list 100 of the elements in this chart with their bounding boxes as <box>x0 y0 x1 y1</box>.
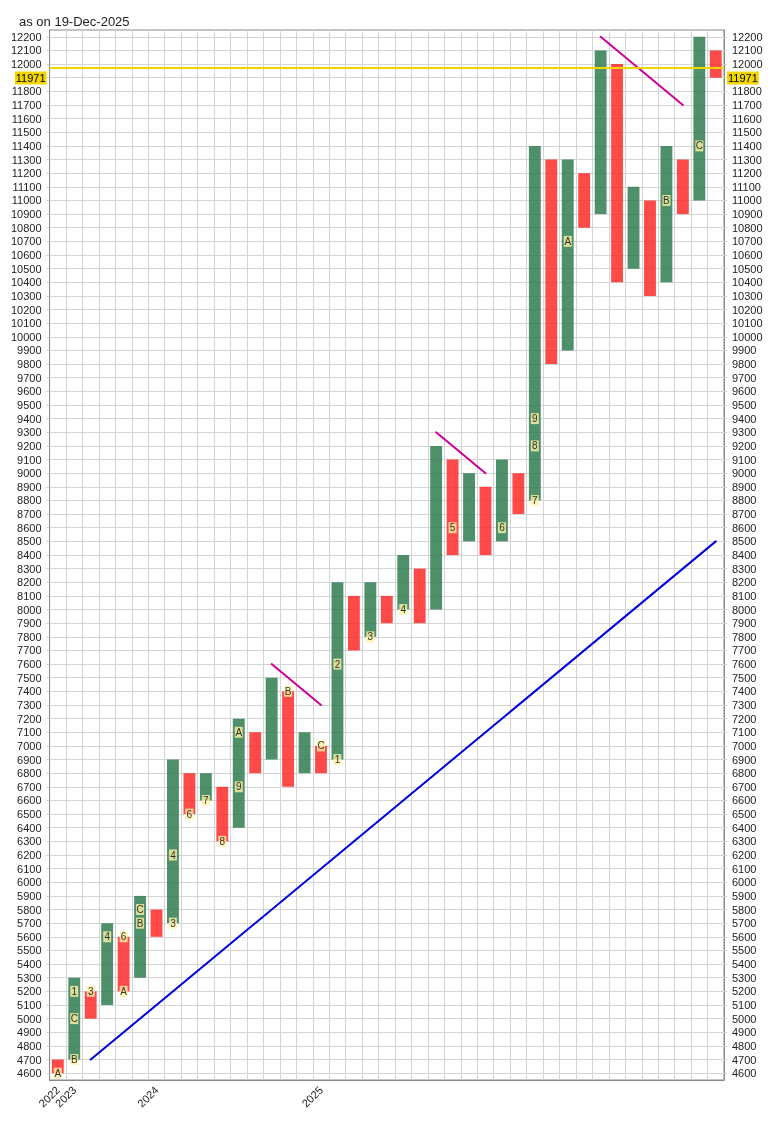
y-tick-label: 10500 <box>10 262 42 275</box>
bar <box>545 159 558 365</box>
y2-tick-label: 5500 <box>732 944 757 957</box>
y2-tick-label: 12000 <box>732 58 763 71</box>
y2-tick-label: 8000 <box>732 603 757 616</box>
y2-tick-label: 8600 <box>732 521 757 534</box>
y-tick-label: 4800 <box>17 1039 42 1052</box>
y2-tick-label: 11200 <box>732 167 762 180</box>
y2-tick-label: 9900 <box>732 344 757 357</box>
series-label: 6 <box>120 931 127 943</box>
text: B <box>284 685 292 697</box>
chart-title: as on 19-Dec-2025 <box>19 14 130 29</box>
y2-tick-label: 7900 <box>732 617 757 630</box>
y2-tick-label: 8800 <box>732 494 757 507</box>
y2-tick-label: 4600 <box>732 1067 757 1080</box>
y2-tick-label: 6600 <box>732 794 757 807</box>
y-tick-label: 7200 <box>17 712 42 725</box>
bar <box>479 486 492 555</box>
y-tick-label: 9600 <box>17 385 42 398</box>
y2-tick-label: 8700 <box>732 508 757 521</box>
ref-line-label: 11971 <box>15 72 46 85</box>
series-label: B <box>70 1054 78 1066</box>
y-tick-label: 6500 <box>17 808 42 821</box>
y-tick-label: 10800 <box>10 221 42 234</box>
y-tick-label: 9900 <box>17 344 42 357</box>
y-tick-label: 11500 <box>11 126 42 139</box>
y2-tick-label: 7800 <box>732 630 757 643</box>
text: 11971 <box>728 72 758 85</box>
text: 6 <box>186 808 193 820</box>
y-tick-label: 8900 <box>17 480 42 493</box>
y2-tick-label: 11700 <box>732 99 762 111</box>
series-label: 7 <box>203 794 210 806</box>
y-tick-label: 7800 <box>17 630 42 643</box>
y2-tick-label: 6500 <box>732 808 757 821</box>
y-tick-label: 12200 <box>10 30 42 43</box>
bar <box>430 445 443 610</box>
y2-tick-label: 9600 <box>732 385 757 398</box>
y-tick-label: 10100 <box>10 317 42 330</box>
y-tick-label: 11700 <box>11 99 42 111</box>
bar <box>101 923 114 1005</box>
text: 4 <box>400 604 407 616</box>
y-tick-label: 10000 <box>10 330 42 343</box>
series-label: 9 <box>235 781 242 793</box>
y-tick-label: 9700 <box>17 371 42 384</box>
text: C <box>695 140 703 152</box>
y-tick-label: 5600 <box>17 930 42 943</box>
y2-tick-label: 10400 <box>732 276 763 289</box>
y-tick-label: 8300 <box>17 562 42 575</box>
y2-tick-label: 11100 <box>732 180 761 193</box>
y-tick-label: 7000 <box>17 739 42 752</box>
y2-tick-label: 11600 <box>732 112 762 125</box>
y-tick-label: 10200 <box>10 303 42 316</box>
y-tick-label: 8200 <box>17 576 42 589</box>
y2-tick-label: 8900 <box>732 480 757 493</box>
y-tick-label: 11800 <box>11 85 42 98</box>
y2-tick-label: 6400 <box>732 821 757 834</box>
y-tick-label: 7700 <box>17 644 42 657</box>
y-tick-label: 4900 <box>17 1026 42 1039</box>
bar <box>594 50 607 215</box>
y-tick-label: 5900 <box>17 889 42 902</box>
y-tick-label: 7400 <box>17 685 42 698</box>
text: C <box>136 904 144 916</box>
y2-tick-label: 7000 <box>732 739 757 752</box>
y2-tick-label: 6000 <box>732 876 757 889</box>
bar <box>512 473 525 515</box>
y-tick-label: 5500 <box>17 944 42 957</box>
y2-tick-label: 9400 <box>732 412 757 425</box>
y2-tick-label: 5200 <box>732 985 757 998</box>
bar <box>561 159 574 351</box>
text: A <box>564 235 572 247</box>
y2-tick-label: 11300 <box>732 153 762 166</box>
y-tick-label: 8100 <box>17 589 42 602</box>
series-label: A <box>54 1067 62 1079</box>
y-tick-label: 9200 <box>17 439 42 452</box>
y2-tick-label: 8400 <box>732 549 757 561</box>
y-tick-label: 9800 <box>17 358 42 371</box>
y-tick-label: 12000 <box>10 58 42 71</box>
y2-tick-label: 8200 <box>732 576 757 589</box>
y2-tick-label: 10600 <box>732 249 763 261</box>
y-tick-label: 10300 <box>10 289 42 302</box>
y-tick-label: 8400 <box>17 549 42 561</box>
bar <box>413 568 426 624</box>
text: 6 <box>499 522 505 534</box>
bar <box>380 595 393 624</box>
y-tick-label: 11200 <box>11 167 42 180</box>
y2-tick-label: 5700 <box>732 917 757 930</box>
y-tick-label: 6200 <box>17 849 42 861</box>
y2-tick-label: 10000 <box>732 330 763 343</box>
bar <box>644 200 656 296</box>
text: 8 <box>532 440 538 452</box>
text: 7 <box>532 494 538 506</box>
y-tick-label: 9500 <box>17 399 42 411</box>
y2-tick-label: 9300 <box>732 426 757 439</box>
bar <box>578 173 591 228</box>
bar <box>249 732 262 774</box>
y-tick-label: 5200 <box>17 985 42 998</box>
bar <box>693 36 706 201</box>
y-tick-label: 6000 <box>17 876 42 889</box>
y2-tick-label: 7700 <box>732 644 757 657</box>
y2-tick-label: 11000 <box>732 194 762 207</box>
